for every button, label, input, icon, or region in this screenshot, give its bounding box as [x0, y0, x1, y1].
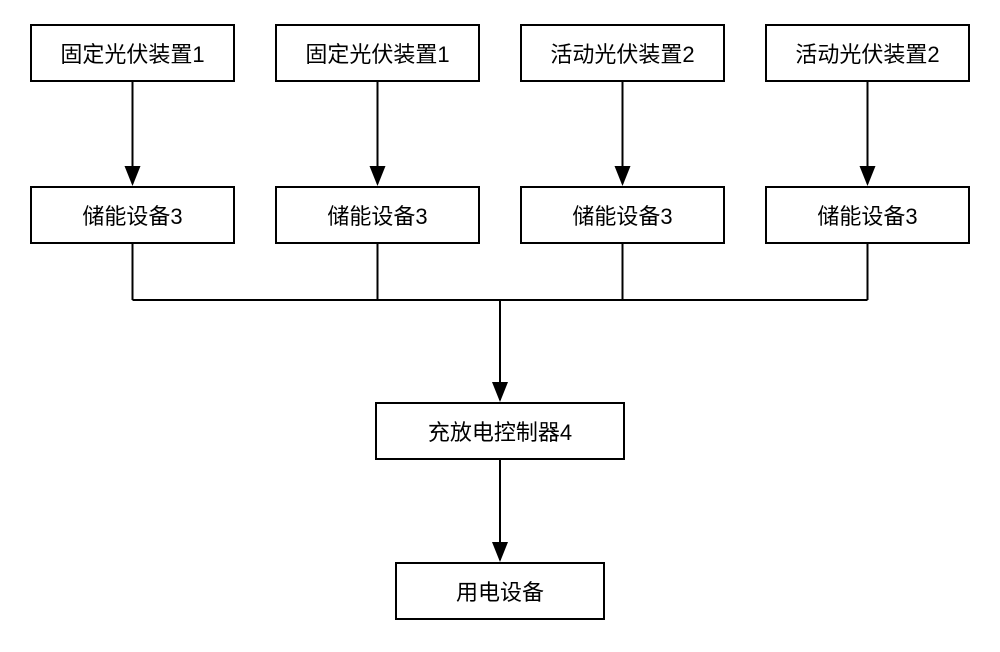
node-label: 固定光伏装置1: [60, 37, 204, 69]
node-label: 储能设备3: [817, 199, 917, 231]
diagram-connectors: [0, 0, 1000, 652]
node-device: 用电设备: [395, 562, 605, 620]
node-fixed-pv-2: 固定光伏装置1: [275, 24, 480, 82]
node-storage-1: 储能设备3: [30, 186, 235, 244]
node-label: 固定光伏装置1: [305, 37, 449, 69]
node-label: 储能设备3: [572, 199, 672, 231]
node-storage-3: 储能设备3: [520, 186, 725, 244]
node-label: 活动光伏装置2: [550, 37, 694, 69]
node-mobile-pv-1: 活动光伏装置2: [520, 24, 725, 82]
node-label: 充放电控制器4: [428, 415, 572, 447]
node-storage-2: 储能设备3: [275, 186, 480, 244]
node-label: 储能设备3: [82, 199, 182, 231]
node-mobile-pv-2: 活动光伏装置2: [765, 24, 970, 82]
node-storage-4: 储能设备3: [765, 186, 970, 244]
node-label: 活动光伏装置2: [795, 37, 939, 69]
node-fixed-pv-1: 固定光伏装置1: [30, 24, 235, 82]
node-controller: 充放电控制器4: [375, 402, 625, 460]
node-label: 储能设备3: [327, 199, 427, 231]
node-label: 用电设备: [456, 575, 544, 607]
